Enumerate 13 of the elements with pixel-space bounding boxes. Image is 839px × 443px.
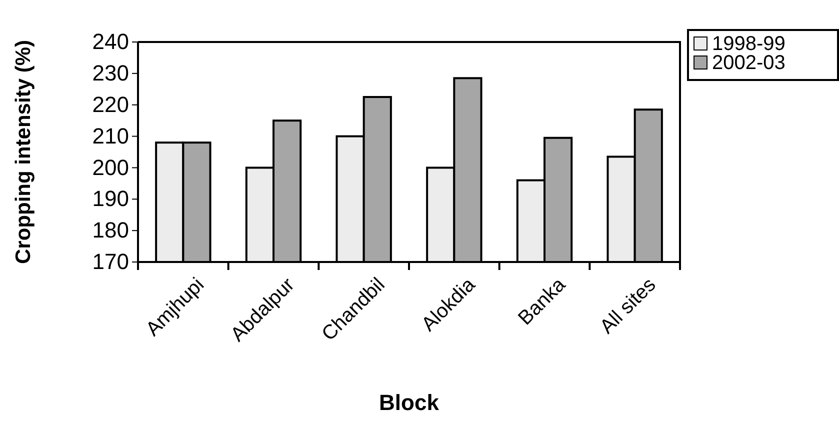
x-axis-title: Block <box>379 390 440 415</box>
x-tick-label: All sites <box>596 274 660 338</box>
legend-label: 1998-99 <box>712 33 786 55</box>
y-tick-label: 220 <box>92 92 129 117</box>
y-axis-title: Cropping intensity (%) <box>12 40 35 264</box>
y-tick-label: 200 <box>92 154 129 180</box>
y-tick-label: 180 <box>92 218 129 243</box>
legend-label: 2002-03 <box>712 52 786 74</box>
y-tick-label: 230 <box>92 60 129 86</box>
y-tick-label: 190 <box>92 186 129 212</box>
y-tick-label: 210 <box>92 123 129 148</box>
y-tick-label: 240 <box>92 29 129 54</box>
y-tick-label: 170 <box>92 249 129 274</box>
